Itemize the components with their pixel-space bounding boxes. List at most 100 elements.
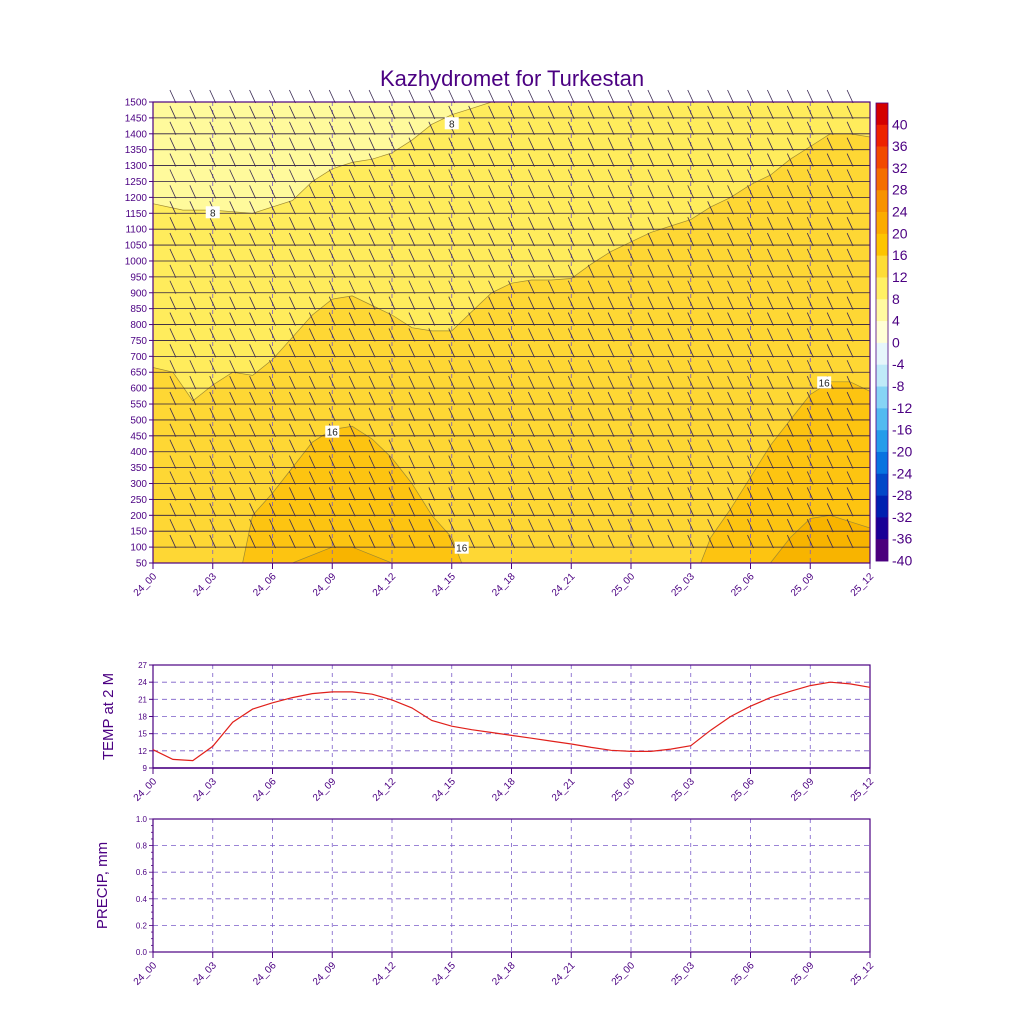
x-tick-label: 24_18 xyxy=(490,571,518,599)
wind-barb xyxy=(388,121,396,135)
contour-label: 8 xyxy=(449,119,455,130)
wind-barb xyxy=(328,344,336,358)
colorbar-label: 0 xyxy=(892,334,900,350)
wind-barb xyxy=(826,534,834,549)
temp-series-line xyxy=(152,681,871,762)
wind-barb xyxy=(229,296,237,310)
wind-barb xyxy=(169,344,177,358)
wind-barb xyxy=(229,360,237,374)
wind-barb xyxy=(687,407,695,422)
wind-barb xyxy=(806,487,814,501)
wind-barb xyxy=(249,232,256,247)
wind-barb xyxy=(767,407,774,422)
x-tick-label: 24_18 xyxy=(490,776,518,804)
wind-barb xyxy=(408,280,416,294)
wind-barb xyxy=(249,201,256,215)
wind-barb xyxy=(647,503,655,517)
x-tick-label: 25_06 xyxy=(729,960,757,988)
wind-barb xyxy=(587,137,595,151)
wind-barb xyxy=(488,105,495,120)
wind-barb xyxy=(687,137,695,151)
wind-barb xyxy=(607,137,615,151)
wind-barb xyxy=(468,455,476,469)
wind-barb xyxy=(289,503,296,517)
wind-barb xyxy=(607,201,615,215)
x-tick-label: 25_00 xyxy=(610,571,638,599)
wind-barb xyxy=(667,105,675,120)
wind-barb xyxy=(747,487,754,501)
wind-barb xyxy=(846,264,854,279)
wind-barb xyxy=(289,137,296,151)
wind-barb xyxy=(448,137,456,151)
wind-barb xyxy=(767,280,774,294)
wind-barb xyxy=(289,232,296,247)
wind-barb xyxy=(428,169,436,183)
wind-barb xyxy=(488,232,495,247)
wind-barb xyxy=(368,375,376,390)
wind-barb xyxy=(846,312,854,326)
wind-barb xyxy=(547,328,555,342)
wind-barb xyxy=(806,89,814,104)
x-tick-label: 25_03 xyxy=(669,960,697,988)
wind-barb xyxy=(687,89,695,104)
wind-barb xyxy=(328,185,336,199)
wind-barb xyxy=(528,439,535,453)
wind-barb xyxy=(328,487,336,501)
wind-barb xyxy=(468,360,476,374)
y-tick-label: 1100 xyxy=(125,225,147,236)
wind-barb xyxy=(428,344,436,358)
wind-barb xyxy=(607,423,615,437)
wind-barb xyxy=(468,137,476,151)
wind-barb xyxy=(289,153,296,167)
x-tick-label: 25_12 xyxy=(849,571,877,599)
wind-barb xyxy=(308,153,316,167)
wind-barb xyxy=(767,264,774,279)
wind-barb xyxy=(567,153,575,167)
wind-barb xyxy=(806,185,814,199)
wind-barb xyxy=(528,185,535,199)
wind-barb xyxy=(786,519,794,533)
wind-barb xyxy=(806,217,814,231)
wind-barb xyxy=(348,391,356,406)
wind-barb xyxy=(786,185,794,199)
contour-label-box xyxy=(205,206,220,219)
band-20-24 xyxy=(292,547,392,563)
wind-barb xyxy=(368,503,376,517)
wind-barb xyxy=(687,169,695,183)
wind-barb xyxy=(547,487,555,501)
wind-barb xyxy=(348,89,356,104)
wind-barb xyxy=(169,296,177,310)
y-tick-label: 1300 xyxy=(125,161,148,172)
wind-barb xyxy=(547,280,555,294)
wind-barb xyxy=(667,328,675,342)
wind-barb xyxy=(587,407,595,422)
wind-barb xyxy=(249,105,256,120)
wind-barb xyxy=(388,169,396,183)
wind-barb xyxy=(587,328,595,342)
wind-barb xyxy=(348,471,356,485)
wind-barb xyxy=(767,328,774,342)
wind-barb xyxy=(229,217,237,231)
wind-barb xyxy=(547,185,555,199)
wind-barb xyxy=(328,439,336,453)
wind-barb xyxy=(428,455,436,469)
precip-panel: 0.0 0.2 0.4 0.6 0.8 1.0 PRECIP, mm 24_00 24_03 24… xyxy=(94,815,876,988)
wind-barb xyxy=(308,439,316,453)
wind-barb xyxy=(707,121,715,135)
wind-barb xyxy=(627,471,635,485)
wind-barb xyxy=(806,105,814,120)
wind-barb xyxy=(308,519,316,533)
wind-barb xyxy=(627,312,635,326)
wind-barb xyxy=(826,105,834,120)
wind-barb xyxy=(667,232,675,247)
y-tick-label: 150 xyxy=(130,527,147,538)
wind-barb xyxy=(547,201,555,215)
wind-barb xyxy=(607,153,615,167)
wind-barb xyxy=(428,185,436,199)
wind-barb xyxy=(229,264,237,279)
wind-barb xyxy=(189,89,197,104)
wind-barb xyxy=(587,201,595,215)
wind-barb xyxy=(229,105,237,120)
wind-barb xyxy=(308,534,316,549)
wind-barb xyxy=(209,534,217,549)
